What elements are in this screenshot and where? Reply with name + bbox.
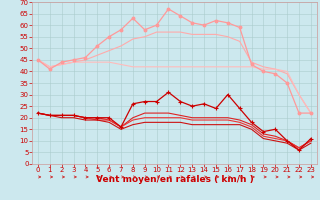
X-axis label: Vent moyen/en rafales ( km/h ): Vent moyen/en rafales ( km/h ) xyxy=(96,175,253,184)
